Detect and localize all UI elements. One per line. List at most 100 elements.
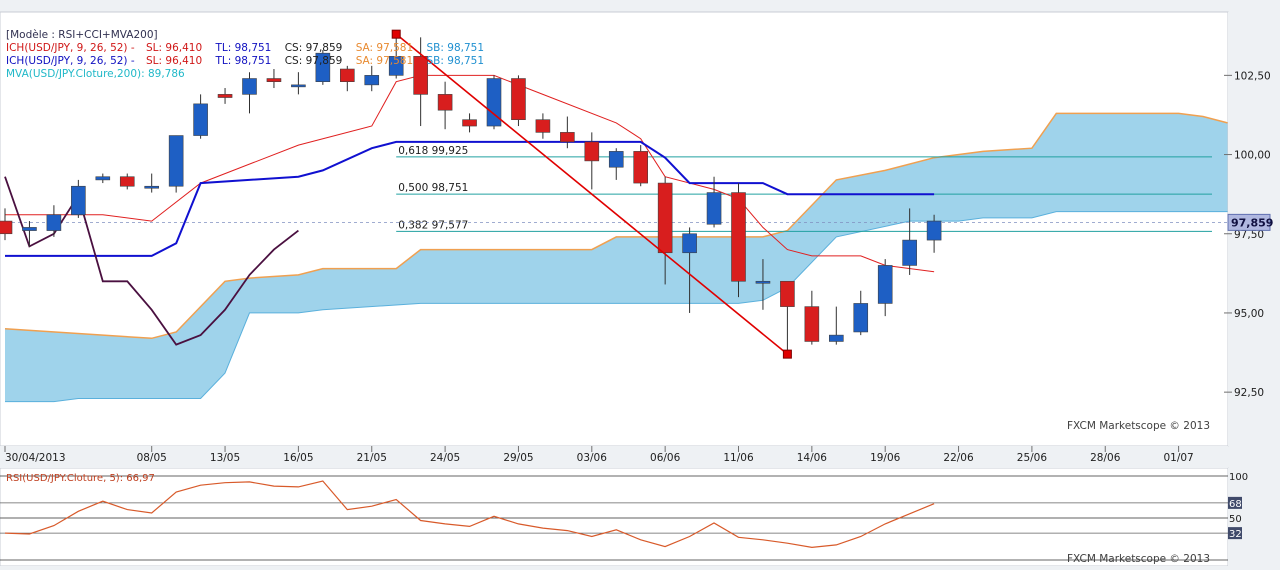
rsi-panel [0,467,1229,567]
trendline-handle-start [391,29,401,39]
date-tick-label: 13/05 [210,452,240,464]
date-tick-label: 28/06 [1090,452,1121,464]
candle-down [339,68,355,82]
date-tick-label: 03/06 [577,452,608,464]
candle-up [608,151,624,168]
candle-up [388,56,404,76]
candle-down [560,132,575,143]
ich-red-label: ICH(USD/JPY, 9, 26, 52) - [6,42,135,54]
fib-level-label: 0,618 99,925 [398,145,468,157]
rsi-chart: 100 68 50 32 [0,472,1248,561]
date-tick-label: 22/06 [943,452,974,464]
rsi-level-tag [1228,496,1242,509]
candle-up [877,265,893,304]
ich-blue-sl: SL: 96,410 [146,55,202,67]
rsi-level-label: 50 [1229,514,1242,525]
date-axis-bg [0,446,1228,468]
candle-down [804,306,820,342]
ich-blue-label: ICH(USD/JPY, 9, 26, 52) - [6,55,135,67]
candle-down [266,78,282,82]
candle-up [755,280,771,284]
date-tick-label: 21/05 [357,452,387,464]
tenkan-line [5,74,935,273]
date-tick-label: 30/04/2013 [5,452,66,464]
senkou-span-b-line [5,211,1228,403]
kijun-line [5,140,935,257]
candle-up [22,227,37,231]
candle-down [731,192,746,282]
legend-ich-red: ICH(USD/JPY, 9, 26, 52) - SL: 96,410 TL:… [6,42,484,54]
price-tick-label: 92,50 [1234,387,1264,399]
current-price-label: 97,859 [1231,216,1273,229]
price-axis-ticks: 102,50 100,00 97,50 95,00 92,50 97,859 [1224,70,1273,399]
candle-down [0,220,13,235]
candle-up [486,78,502,127]
cloud-area [5,113,1228,402]
ich-blue-cs: CS: 97,859 [285,55,343,67]
rsi-line [4,480,935,549]
candle-up [364,75,380,86]
date-tick-label: 29/05 [503,452,533,464]
date-tick-label: 11/06 [723,452,754,464]
candle-down [535,119,551,133]
legend-mva: MVA(USD/JPY.Cloture,200): 89,786 [6,68,185,80]
rsi-level-tag [1228,527,1242,540]
fibonacci-lines: 0,618 99,925 0,500 98,751 0,382 97,577 [0,145,1228,232]
candle-down [462,119,477,127]
watermark-rsi: FXCM Marketscope © 2013 [1067,553,1210,565]
trendline-handle-end [782,349,792,359]
date-tick-label: 06/06 [650,452,681,464]
candle-up [144,185,159,189]
date-tick-label: 01/07 [1163,452,1193,464]
candle-down [511,78,526,121]
date-tick-label: 08/05 [137,452,167,464]
candle-up [193,103,208,136]
ich-red-sa: SA: 97,581 [356,42,413,54]
ich-red-cs: CS: 97,859 [285,42,343,54]
fib-level-label: 0,382 97,577 [398,219,468,231]
legend-ich-blue: ICH(USD/JPY, 9, 26, 52) - SL: 96,410 TL:… [6,55,484,67]
legend-model: [Modèle : RSI+CCI+MVA200] [6,29,158,41]
watermark-main: FXCM Marketscope © 2013 [1067,420,1210,432]
candle-down [780,280,795,307]
candle-up [291,84,306,88]
price-tick-label: 95,00 [1234,308,1264,320]
candle-down [633,151,649,184]
candle-up [315,52,331,82]
candle-down [217,94,233,98]
candle-up [46,214,62,231]
candle-up [682,233,697,254]
candle-up [828,334,844,342]
date-axis: 30/04/2013 08/05 13/05 16/05 21/05 24/05 29/05… [0,446,1228,468]
rsi-axis [1228,468,1280,566]
price-tick-label: 102,50 [1234,70,1271,82]
candle-up [926,220,942,241]
candle-up [71,185,86,216]
candle-down [119,176,135,187]
price-tick-label: 97,50 [1234,229,1264,241]
price-tick-label: 100,00 [1234,150,1271,162]
candle-up [242,78,257,95]
ich-blue-sa: SA: 97,581 [356,55,413,67]
ich-red-sl: SL: 96,410 [146,42,202,54]
candlesticks[interactable] [0,34,942,351]
candle-up [853,303,869,333]
rsi-level-label: 100 [1229,472,1248,483]
date-tick-label: 16/05 [283,452,313,464]
date-tick-label: 14/06 [797,452,828,464]
candle-up [168,135,184,187]
trendline[interactable] [391,29,792,359]
ich-blue-sb: SB: 98,751 [427,55,484,67]
candle-up [902,239,917,266]
candle-down [657,182,673,254]
candle-up [95,176,111,181]
rsi-legend: RSI(USD/JPY.Cloture, 5): 66,97 [6,473,155,484]
ich-red-sb: SB: 98,751 [427,42,484,54]
rsi-level-label: 68 [1229,499,1242,510]
ich-blue-tl: TL: 98,751 [214,55,271,67]
date-tick-label: 25/06 [1017,452,1048,464]
candle-up [706,192,722,225]
candle-down [584,141,600,162]
